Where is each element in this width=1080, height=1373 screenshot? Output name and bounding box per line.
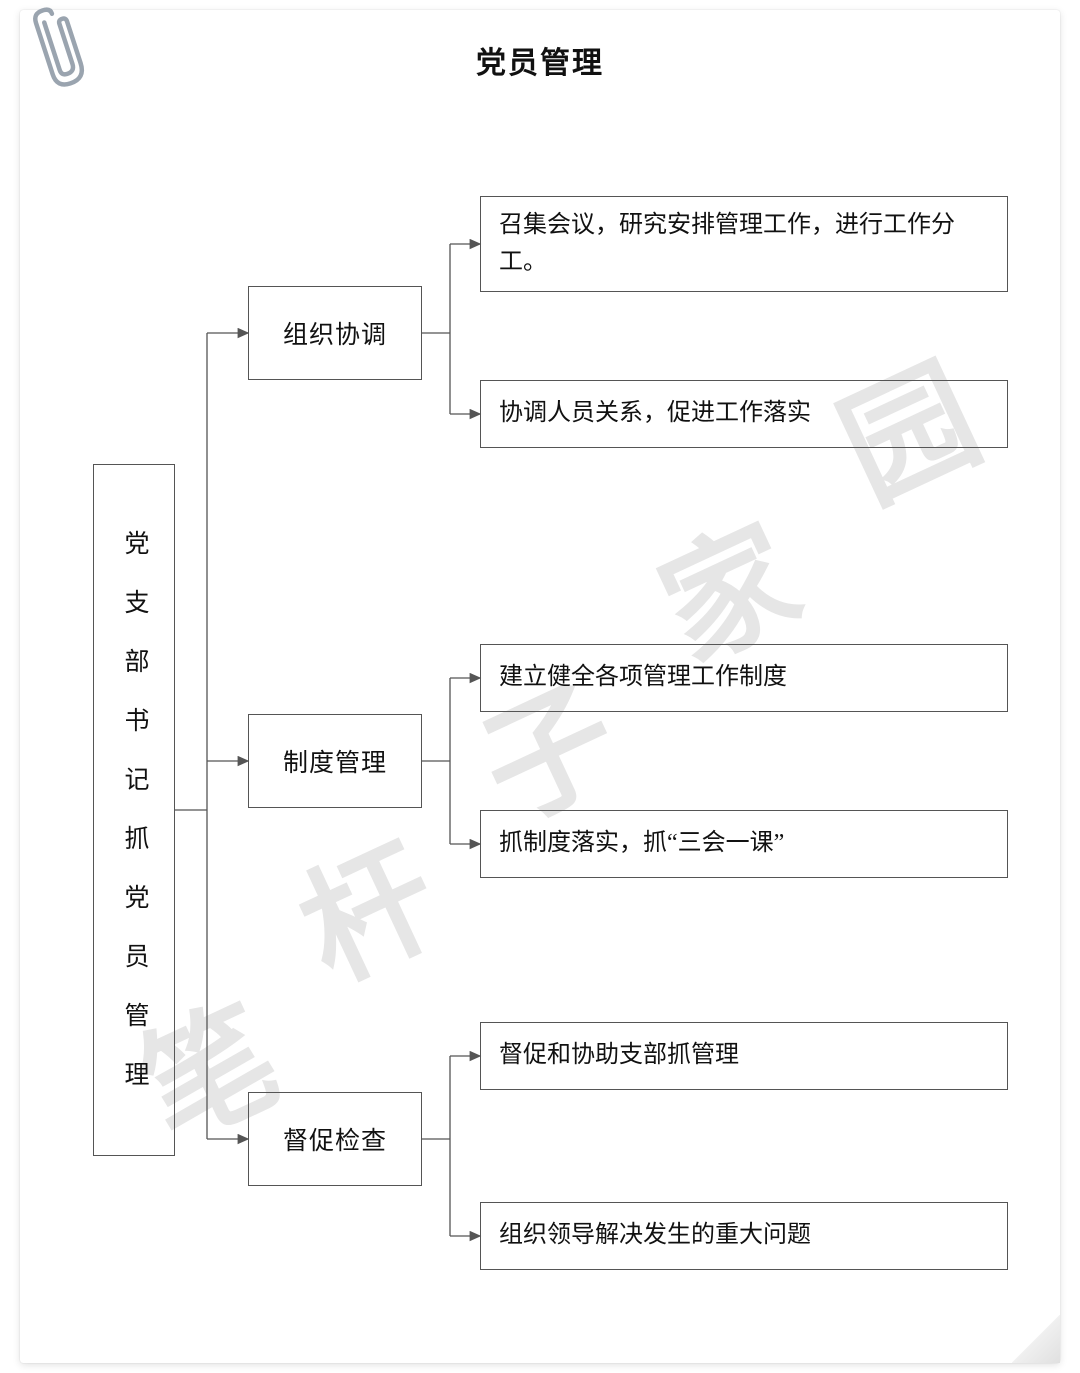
- leaf-node-1-0: 建立健全各项管理工作制度: [480, 644, 1008, 712]
- leaf-node-2-0: 督促和协助支部抓管理: [480, 1022, 1008, 1090]
- leaf-node-2-1: 组织领导解决发生的重大问题: [480, 1202, 1008, 1270]
- watermark-char: 杆: [266, 791, 463, 1016]
- leaf-node-0-0: 召集会议，研究安排管理工作，进行工作分工。: [480, 196, 1008, 292]
- category-node-1: 制度管理: [248, 714, 422, 808]
- leaf-node-1-1: 抓制度落实，抓“三会一课”: [480, 810, 1008, 878]
- paperclip-icon: [22, 4, 92, 99]
- leaf-node-0-1: 协调人员关系，促进工作落实: [480, 380, 1008, 448]
- root-node: 党支部书记抓党员管理: [93, 464, 175, 1156]
- category-node-0: 组织协调: [248, 286, 422, 380]
- diagram-title: 党员管理: [20, 38, 1060, 82]
- page-curl-icon: [1012, 1315, 1060, 1363]
- page-surface: 党员管理 笔杆子家园 党支部书记抓党员管理组织协调召集会议，研究安排管理工作，进…: [20, 10, 1060, 1363]
- category-node-2: 督促检查: [248, 1092, 422, 1186]
